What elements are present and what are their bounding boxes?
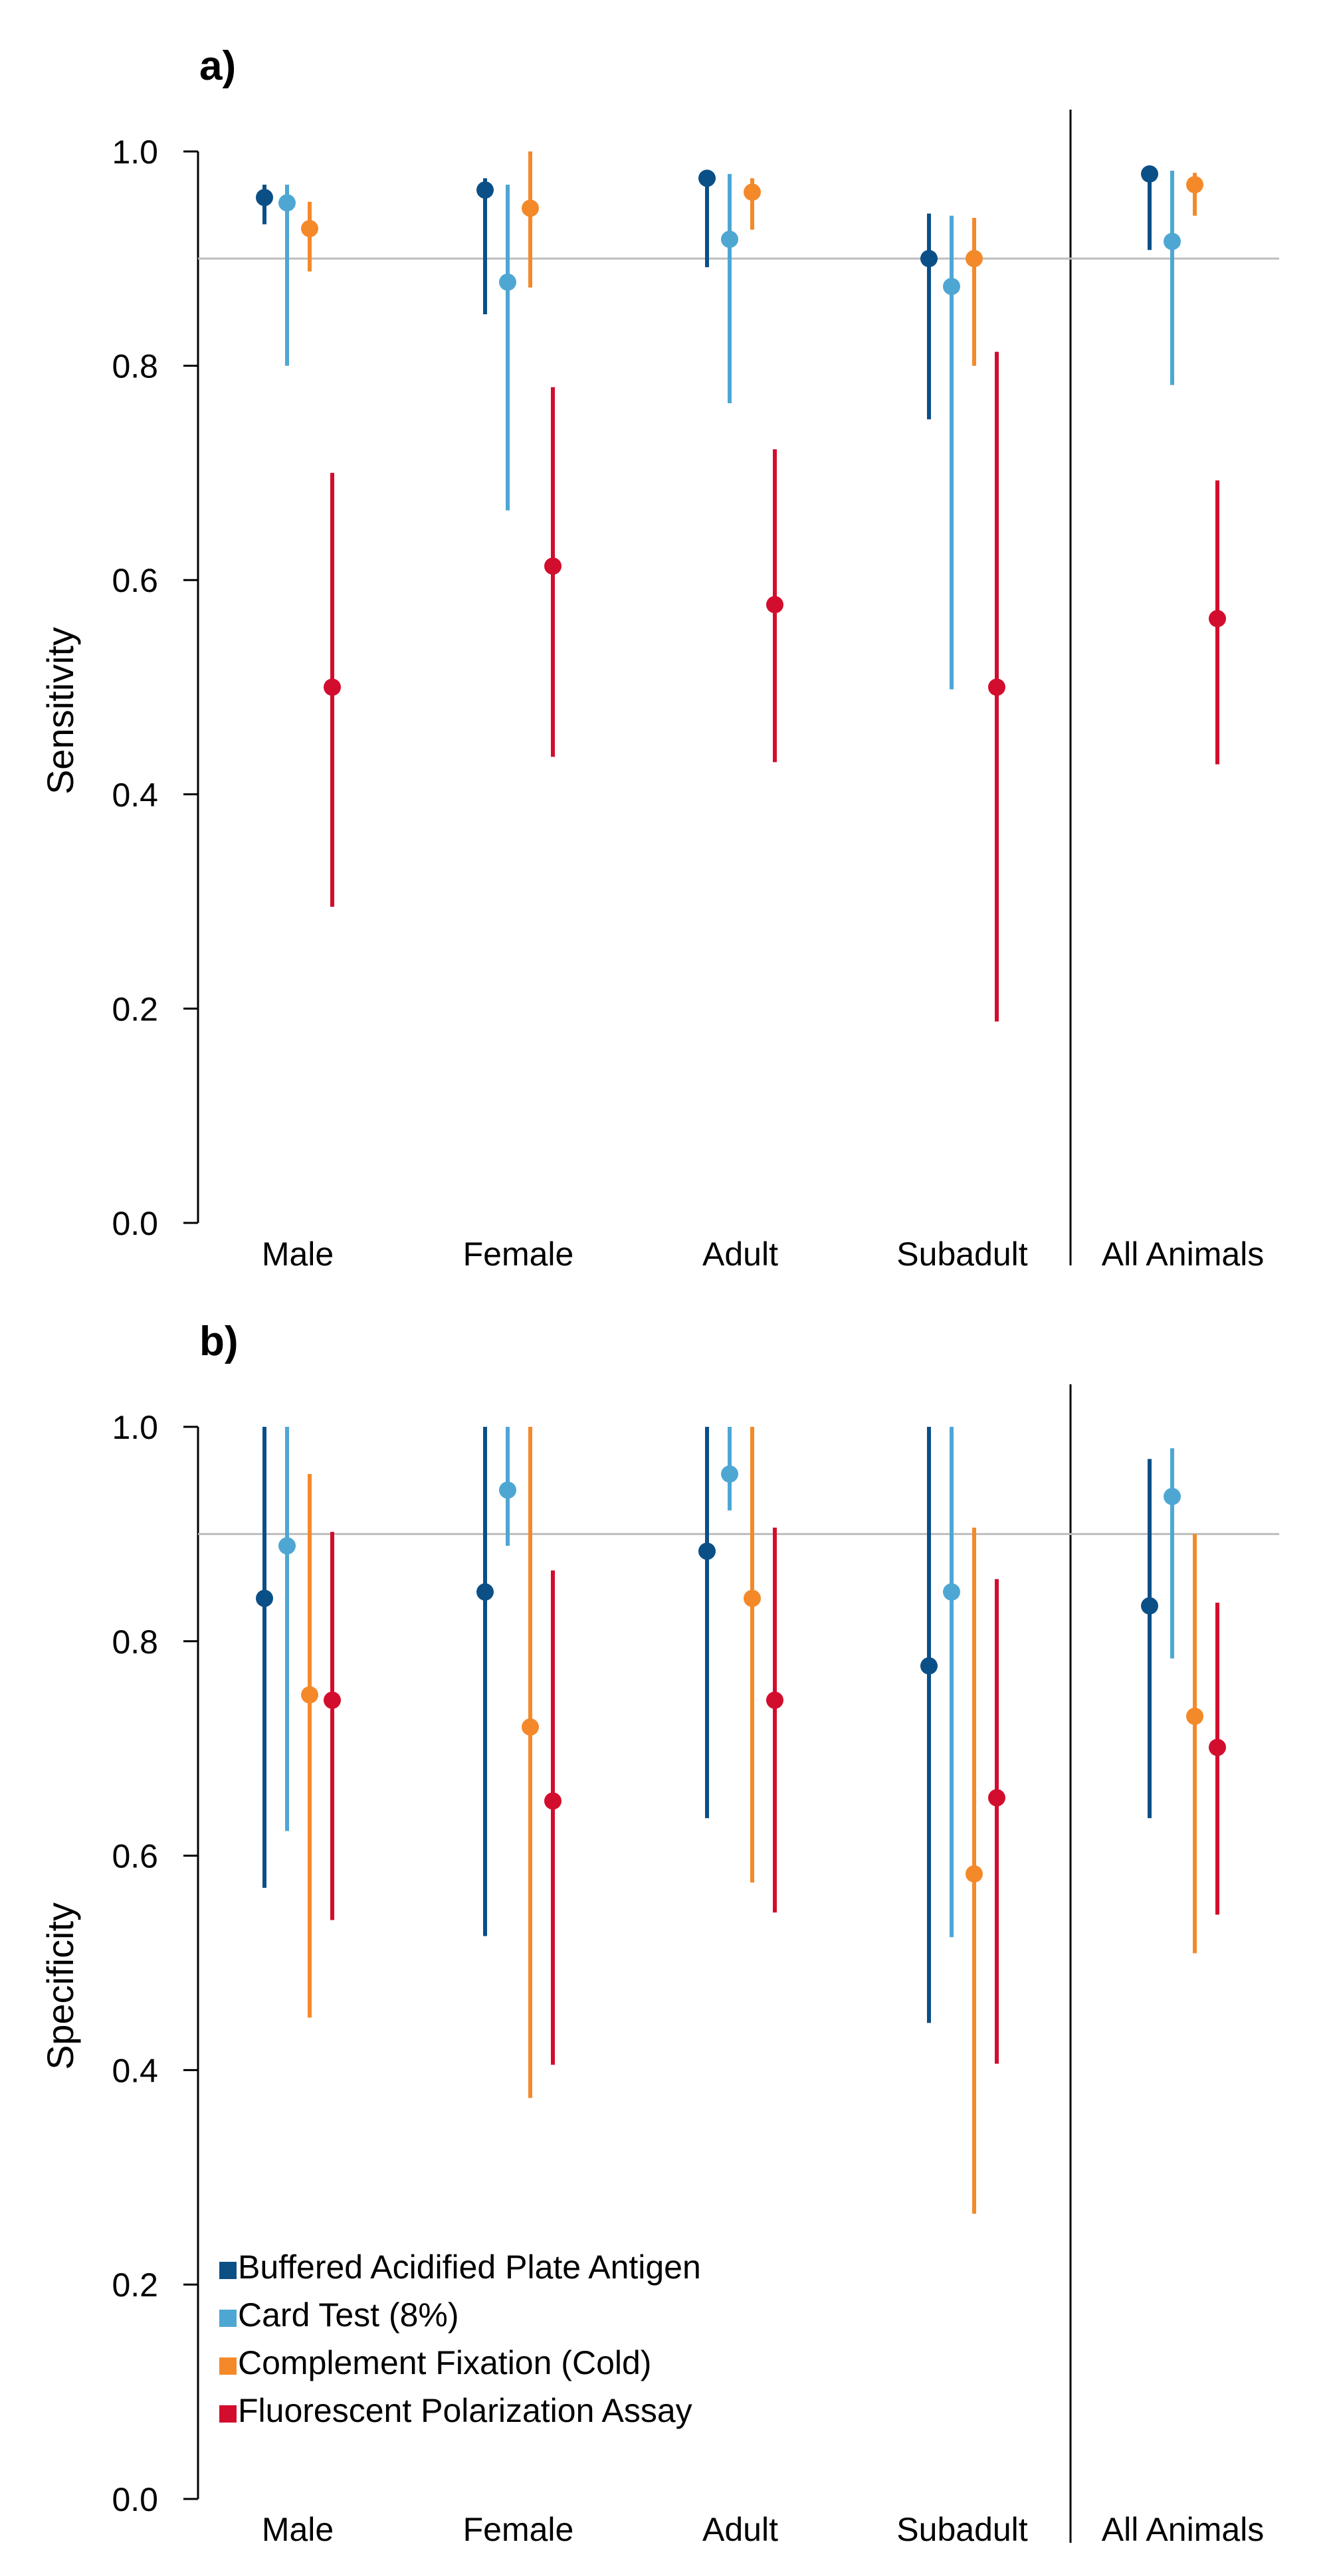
legend-swatch-bapa [219,2262,237,2279]
panel-a-sensitivity: a) Sensitivity 0.0 0.2 0.4 0.6 0.8 1.0 Male Fe… [39,43,1279,1273]
panel-b-y-axis-title: Specificity [39,1902,81,2070]
panel-a-marks [198,151,1279,1022]
panel-b-marks [198,1427,1279,2214]
panel-a-y-tick-label-1-0: 1.0 [112,134,158,171]
panel-b-specificity: b) Specificity 0.0 0.2 0.4 0.6 0.8 1.0 Male Fe… [39,1319,1279,2548]
panel-b-point-complement-fixation-cold-male [301,1686,318,1704]
panel-b-point-buffered-acidified-plate-antigen-female [476,1583,494,1601]
panel-a-point-fluorescent-polarization-assay-male [324,678,341,696]
panel-b-category-label-subadult: Subadult [896,2511,1027,2548]
panel-a-y-tick-label-0-8: 0.8 [112,348,158,385]
panel-a-y-tick-label-0-4: 0.4 [112,777,158,814]
panel-b-y-ticks: 0.0 0.2 0.4 0.6 0.8 1.0 [112,1409,198,2518]
panel-b-y-tick-label-1-0: 1.0 [112,1409,158,1446]
panel-b-point-card-test-8-subadult [943,1583,960,1601]
panel-a-point-buffered-acidified-plate-antigen-female [476,181,494,199]
panel-a-point-fluorescent-polarization-assay-female [544,557,562,575]
panel-a-point-complement-fixation-cold-male [301,220,318,238]
panel-b-point-fluorescent-polarization-assay-female [544,1792,562,1810]
panel-a-point-fluorescent-polarization-assay-all-animals [1209,610,1226,628]
panel-a-point-complement-fixation-cold-female [522,199,539,217]
panel-a-point-card-test-8-female [499,273,516,291]
panel-a-category-label-subadult: Subadult [896,1236,1027,1273]
panel-a-point-card-test-8-subadult [943,278,960,296]
panel-b-point-buffered-acidified-plate-antigen-all-animals [1141,1597,1158,1615]
legend-label-fpa: Fluorescent Polarization Assay [238,2392,692,2429]
legend-swatch-complement-fixation [219,2357,237,2375]
panel-a-point-card-test-8-adult [721,230,738,248]
panel-b-point-complement-fixation-cold-adult [744,1590,761,1608]
panel-b-point-buffered-acidified-plate-antigen-subadult [920,1657,938,1675]
panel-a-point-buffered-acidified-plate-antigen-male [256,189,273,207]
panel-a-point-fluorescent-polarization-assay-subadult [988,678,1005,696]
panel-a-category-labels: Male Female Adult Subadult All Animals [262,1236,1264,1273]
panel-b-point-card-test-8-female [499,1481,516,1499]
panel-a-point-buffered-acidified-plate-antigen-adult [698,169,716,187]
panel-a-y-tick-label-0-0: 0.0 [112,1205,158,1242]
panel-b-y-tick-label-0-2: 0.2 [112,2266,158,2304]
panel-a-point-fluorescent-polarization-assay-adult [766,596,783,614]
panel-a-point-card-test-8-all-animals [1164,232,1181,250]
panel-a-category-label-all-animals: All Animals [1102,1236,1265,1273]
panel-b-letter: b) [199,1319,239,1364]
panel-b-y-tick-label-0-0: 0.0 [112,2481,158,2518]
panel-b-category-label-male: Male [262,2511,334,2548]
panel-a-category-label-adult: Adult [702,1236,778,1273]
legend-label-complement-fixation: Complement Fixation (Cold) [238,2344,651,2381]
legend-label-card-test: Card Test (8%) [238,2296,459,2334]
panel-a-y-tick-label-0-2: 0.2 [112,990,158,1028]
panel-b-category-labels: Male Female Adult Subadult All Animals [262,2511,1264,2548]
panel-a-y-tick-label-0-6: 0.6 [112,562,158,599]
legend-label-bapa: Buffered Acidified Plate Antigen [238,2249,701,2286]
panel-a-y-axis-title: Sensitivity [39,627,81,794]
panel-a-point-complement-fixation-cold-all-animals [1186,176,1203,194]
panel-b-point-fluorescent-polarization-assay-subadult [988,1789,1005,1807]
panel-b-point-fluorescent-polarization-assay-all-animals [1209,1738,1226,1756]
panel-b-y-tick-label-0-6: 0.6 [112,1838,158,1875]
legend-swatch-fpa [219,2405,237,2423]
legend: Buffered Acidified Plate Antigen Card Te… [219,2249,701,2429]
panel-b-point-card-test-8-all-animals [1164,1487,1181,1505]
panel-a-category-label-male: Male [262,1236,334,1273]
panel-b-y-tick-label-0-8: 0.8 [112,1623,158,1661]
panel-a-category-label-female: Female [463,1236,574,1273]
panel-b-category-label-all-animals: All Animals [1102,2511,1265,2548]
panel-b-point-complement-fixation-cold-all-animals [1186,1707,1203,1725]
panel-a-point-buffered-acidified-plate-antigen-all-animals [1141,165,1158,183]
legend-swatch-card-test [219,2310,237,2327]
panel-a-point-complement-fixation-cold-subadult [966,250,983,268]
panel-a-y-ticks: 0.0 0.2 0.4 0.6 0.8 1.0 [112,134,198,1242]
panel-b-point-complement-fixation-cold-female [522,1718,539,1736]
panel-b-point-fluorescent-polarization-assay-male [324,1691,341,1709]
panel-a-point-card-test-8-male [278,194,296,212]
panel-b-category-label-female: Female [463,2511,574,2548]
panel-a-letter: a) [199,43,236,89]
panel-a-point-buffered-acidified-plate-antigen-subadult [920,250,938,268]
panel-b-y-tick-label-0-4: 0.4 [112,2052,158,2089]
panel-b-point-complement-fixation-cold-subadult [966,1865,983,1883]
panel-a-point-complement-fixation-cold-adult [744,183,761,201]
panel-b-point-card-test-8-male [278,1537,296,1555]
panel-b-point-buffered-acidified-plate-antigen-male [256,1590,273,1608]
panel-b-point-card-test-8-adult [721,1465,738,1483]
panel-b-point-fluorescent-polarization-assay-adult [766,1691,783,1709]
panel-b-category-label-adult: Adult [702,2511,778,2548]
panel-b-point-buffered-acidified-plate-antigen-adult [698,1542,716,1560]
